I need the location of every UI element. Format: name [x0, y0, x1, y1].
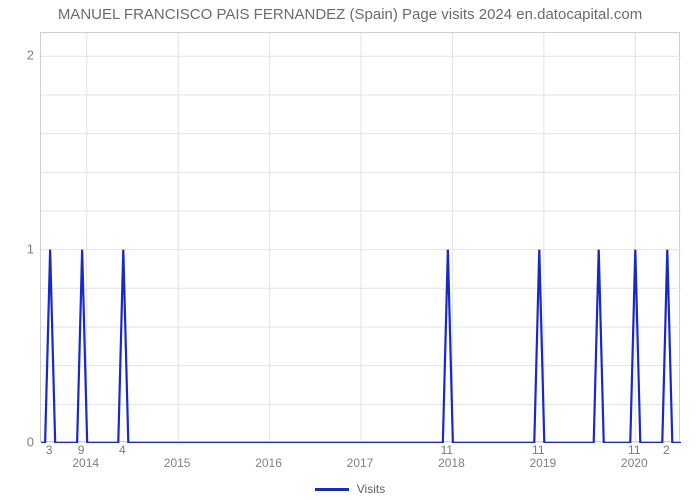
- legend-swatch: [315, 488, 349, 491]
- x-tick-label: 2020: [621, 456, 648, 470]
- x-tick-label: 2017: [347, 456, 374, 470]
- chart-title: MANUEL FRANCISCO PAIS FERNANDEZ (Spain) …: [0, 6, 700, 23]
- x-tick-label: 2018: [438, 456, 465, 470]
- x-tick-label: 2014: [72, 456, 99, 470]
- legend-label: Visits: [357, 482, 385, 496]
- x-tick-label: 2015: [164, 456, 191, 470]
- point-label: 11: [441, 443, 453, 457]
- point-label: 4: [119, 443, 126, 457]
- plot-area: [40, 32, 680, 442]
- y-tick-label: 2: [4, 48, 34, 63]
- x-tick-label: 2016: [255, 456, 282, 470]
- point-label: 11: [628, 443, 640, 457]
- y-tick-label: 1: [4, 241, 34, 256]
- point-label: 2: [663, 443, 670, 457]
- chart-svg: [41, 33, 681, 443]
- x-tick-label: 2019: [529, 456, 556, 470]
- point-label: 11: [532, 443, 544, 457]
- y-tick-label: 0: [4, 435, 34, 450]
- chart-container: MANUEL FRANCISCO PAIS FERNANDEZ (Spain) …: [0, 0, 700, 500]
- point-label: 9: [78, 443, 85, 457]
- point-label: 3: [46, 443, 53, 457]
- legend: Visits: [0, 481, 700, 496]
